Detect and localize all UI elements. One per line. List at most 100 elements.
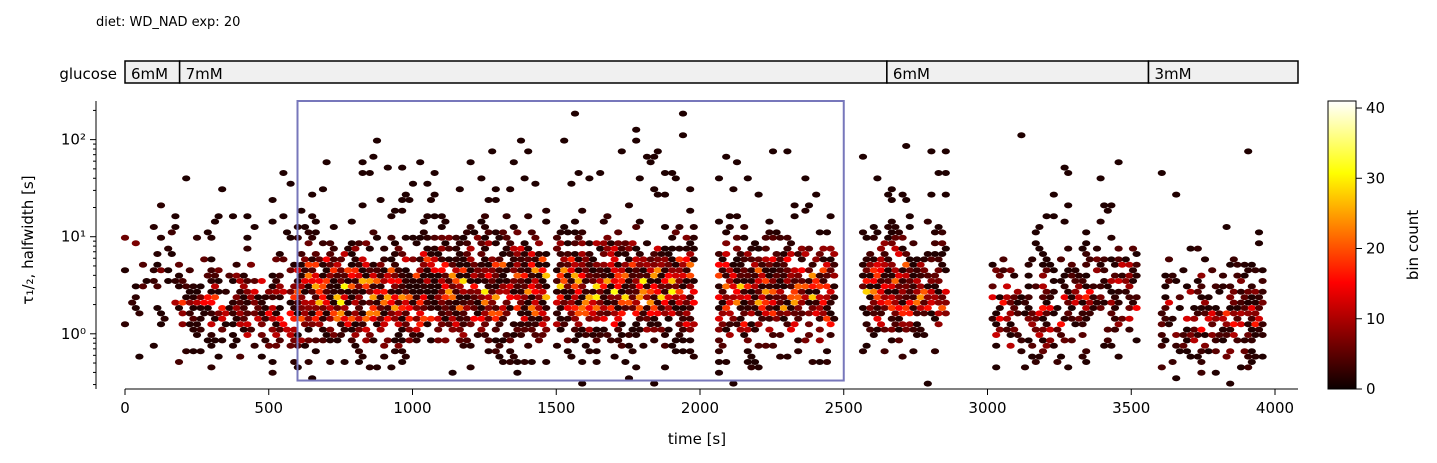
hexbin-cell [297,251,306,257]
hexbin-cell [318,305,328,311]
hexbin-cell [675,299,684,306]
hexbin-cell [1157,170,1166,176]
hexbin-cell [434,251,443,257]
hexbin-cell [236,321,245,328]
hexbin-cell [732,245,742,252]
hexbin-cell [556,294,565,301]
hexbin-cell [552,342,562,349]
hexbin-cell [250,342,259,349]
hexbin-cell [423,180,432,187]
hexbin-cell [632,126,641,133]
hexbin-cell [761,288,770,295]
hexbin-cell [610,299,619,306]
hexbin-cell [336,332,346,338]
hexbin-cell [650,186,659,193]
hexbin-cell [408,180,418,187]
hexbin-cell [1236,288,1246,295]
hexbin-cell [1067,337,1076,344]
hexbin-cell [311,315,320,322]
hexbin-cell [466,267,475,274]
hexbin-cell [660,245,670,252]
hexbin-cell [1193,310,1202,317]
hexbin-cell [1107,299,1116,306]
hexbin-cell [992,321,1001,328]
hexbin-cell [596,170,605,176]
hexbin-cell [358,299,367,306]
hexbin-cell [592,294,601,301]
hexbin-cell [203,272,212,279]
hexbin-cell [1190,326,1199,333]
hexbin-cell [1042,299,1051,306]
hexbin-cell [880,348,889,355]
hexbin-cell [617,299,626,306]
hexbin-cell [556,251,565,257]
hexbin-cell [228,310,238,317]
hexbin-cell [941,310,950,317]
hexbin-cell [653,278,662,284]
hexbin-cell [542,294,551,301]
hexbin-cell [779,315,788,322]
hexbin-cell [632,256,641,263]
hexbin-cell [988,315,997,322]
hexbin-cell [459,342,468,349]
hexbin-cell [218,305,227,311]
hexbin-cell [729,186,738,193]
hexbin-cell [531,299,540,306]
hexbin-cell [794,337,803,344]
hexbin-cell [639,278,648,284]
hexbin-cell [196,326,205,333]
hexbin-cell [1006,267,1015,274]
hexbin-cell [599,283,608,290]
hexbin-cell [495,234,504,241]
hexbin-cell [354,315,364,322]
hexbin-cell [207,234,216,241]
hexbin-cell [783,256,792,263]
hexbin-cell [804,245,814,252]
hexbin-cell [804,310,814,317]
hexbin-cell [653,245,662,252]
hexbin-cell [675,224,684,230]
hexbin-cell [732,213,742,220]
hexbin-cell [455,272,464,279]
hexbin-cell [308,278,317,284]
hexbin-cell [1258,278,1267,284]
hexbin-cell [826,332,835,338]
hexbin-cell [1110,315,1120,322]
hexbin-cell [624,202,634,209]
hexbin-cell [628,240,637,247]
hexbin-cell [1118,272,1127,279]
hexbin-cell [923,283,932,290]
hexbin-cell [434,272,443,279]
hexbin-cell [459,278,468,284]
hexbin-cell [390,348,400,355]
hexbin-cell [1190,337,1199,344]
hexbin-cell [1053,326,1062,333]
hexbin-cell [585,315,594,322]
hexbin-cell [286,288,295,295]
hexbin-cell [308,321,317,328]
hexbin-cell [1164,321,1174,328]
hexbin-cell [682,321,691,328]
hexbin-cell [862,321,871,328]
hexbin-cell [1172,191,1181,198]
hexbin-cell [830,283,839,290]
hexbin-cell [1218,315,1228,322]
hexbin-cell [358,321,367,328]
hexbin-cell [358,353,367,360]
hexbin-cell [351,288,360,295]
hexbin-cell [736,315,745,322]
hexbin-cell [225,305,234,311]
hexbin-plot: 0 500 1000 1500 2000 2500 3000 3500 400010⁰10¹10… [61,100,1298,417]
hexbin-cell [336,321,346,328]
hexbin-cell [484,240,493,247]
hexbin-cell [635,218,644,225]
hexbin-cell [380,342,389,349]
hexbin-cell [362,337,371,344]
hexbin-cell [520,326,529,333]
hexbin-cell [880,251,889,257]
hexbin-cell [930,251,940,257]
hexbin-cell [797,310,806,317]
hexbin-cell [236,353,245,360]
hexbin-cell [297,315,306,322]
hexbin-cell [268,294,277,301]
